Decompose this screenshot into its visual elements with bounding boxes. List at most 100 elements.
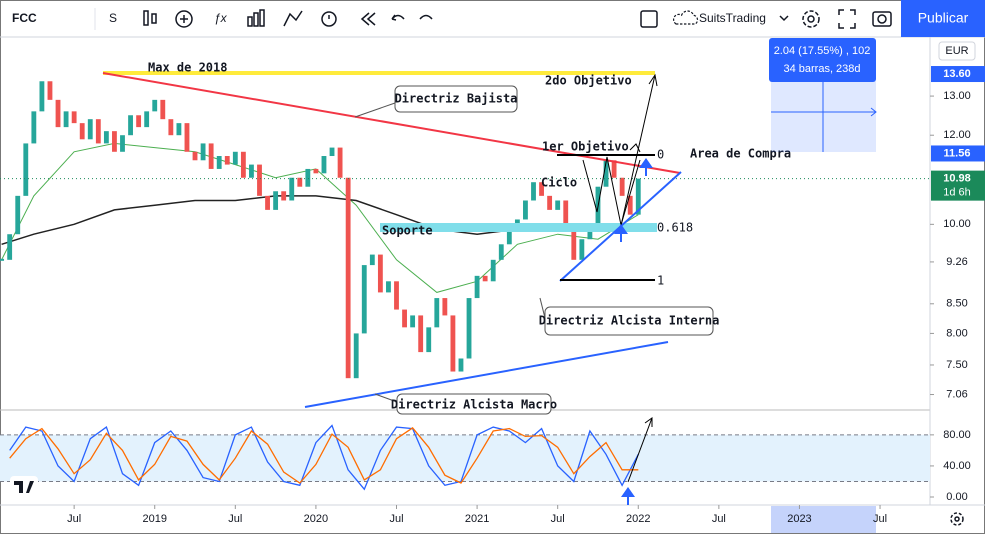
price-label: 13.60 [943,68,971,80]
replay-icon[interactable] [360,12,370,26]
fx-icon[interactable]: ƒx [214,11,228,25]
price-label: 11.56 [944,147,971,159]
candle [321,156,327,174]
candle [232,151,238,165]
candle [79,123,85,140]
fullscreen-icon[interactable] [838,9,856,29]
candle [112,131,117,152]
candle [273,191,279,210]
candle [249,164,254,178]
candle [458,358,464,372]
candle [305,168,311,187]
candle [426,327,432,353]
price-label-bg [931,145,985,162]
buy-arrow [639,158,653,176]
y-tick-label: 8.50 [946,298,967,310]
y-tick-label: 8.00 [946,327,967,339]
annotation: Max de 2018 [148,61,227,75]
candle [39,81,45,112]
interval[interactable]: S [109,11,117,25]
account[interactable]: SuitsTrading [699,11,766,25]
drawings: Max de 2018 2do Objetivo Directriz Bajis… [102,38,985,505]
symbol[interactable]: FCC [12,11,37,25]
candle [7,234,13,260]
candles-icon[interactable] [143,10,157,26]
x-tick-label: 2022 [626,513,650,525]
snapshot-icon[interactable] [872,11,892,27]
candle [547,195,553,210]
settings-icon[interactable] [802,10,820,28]
buy-arrow [614,224,628,242]
candle [208,143,214,169]
y-tick-label: 9.26 [946,256,967,268]
y-tick-label: 80.00 [943,429,971,441]
fib-label: 1 [657,274,664,288]
oscillator-arrowhead [644,417,653,427]
x-tick-label: Jul [712,513,726,525]
support-zone [380,223,657,232]
add-indicator-icon[interactable] [175,10,193,28]
buy-arrow [621,487,635,505]
cycle-zigzag [582,156,641,226]
x-tick-label: 2023 [787,513,811,525]
candle [337,147,343,178]
annotation: Soporte [382,224,433,238]
dropdown-icon[interactable] [779,15,789,22]
price-label-bg [931,66,985,83]
measure-label: 2.04 (17.55%) , 102 [774,45,871,57]
x-tick-label: Jul [67,513,81,525]
annotation: Directriz Alcista Interna [539,314,720,328]
candle [55,99,61,128]
layout-icon[interactable] [640,10,658,28]
candle [498,244,504,260]
redo-icon[interactable] [419,14,433,20]
y-tick-label: 40.00 [943,460,971,472]
compare-icon[interactable] [283,10,303,27]
candle [281,191,287,201]
candle [402,309,407,328]
logo-mark [14,481,34,493]
measure-arrowhead [870,107,877,117]
axis-settings-icon[interactable] [950,512,964,526]
currency-button[interactable] [938,41,976,61]
candle [313,168,319,174]
moving-average [1,142,639,293]
candle [418,315,424,353]
candle [103,131,109,144]
annotation: Ciclo [541,176,577,190]
undo-icon[interactable] [391,14,405,21]
replay-icon-2[interactable] [366,12,376,26]
candle [289,177,295,201]
alert-icon[interactable] [321,11,337,27]
candle [120,135,125,152]
fib-label: 0.618 [657,221,693,235]
candle [571,229,577,260]
candle [152,99,158,112]
annotation: Directriz Bajista [395,92,518,106]
x-tick-label: Jul [873,513,887,525]
candle [345,177,351,379]
target-arrowhead-2 [629,143,641,153]
logo-bg [10,476,38,498]
logo [10,476,38,498]
candle [216,156,222,169]
x-tick-label: 2020 [304,513,328,525]
measure-label: 34 barras, 238d [783,63,860,75]
annotation: 2do Objetivo [545,74,632,88]
bars-icon[interactable] [247,9,265,27]
candle [71,111,77,124]
oscillator-band [0,434,930,482]
x-tick-label: 2021 [465,513,489,525]
publish-button[interactable] [901,0,985,37]
currency[interactable]: EUR [945,45,968,57]
candle [474,275,480,299]
candle [353,333,359,379]
fib-label: 0 [657,148,664,162]
candle [482,275,488,282]
callout-pointer [539,297,546,319]
candle [386,281,391,293]
publish-label[interactable]: Publicar [918,10,969,26]
candle [200,143,206,161]
cloud-icon[interactable] [672,10,699,25]
candle [176,123,182,136]
